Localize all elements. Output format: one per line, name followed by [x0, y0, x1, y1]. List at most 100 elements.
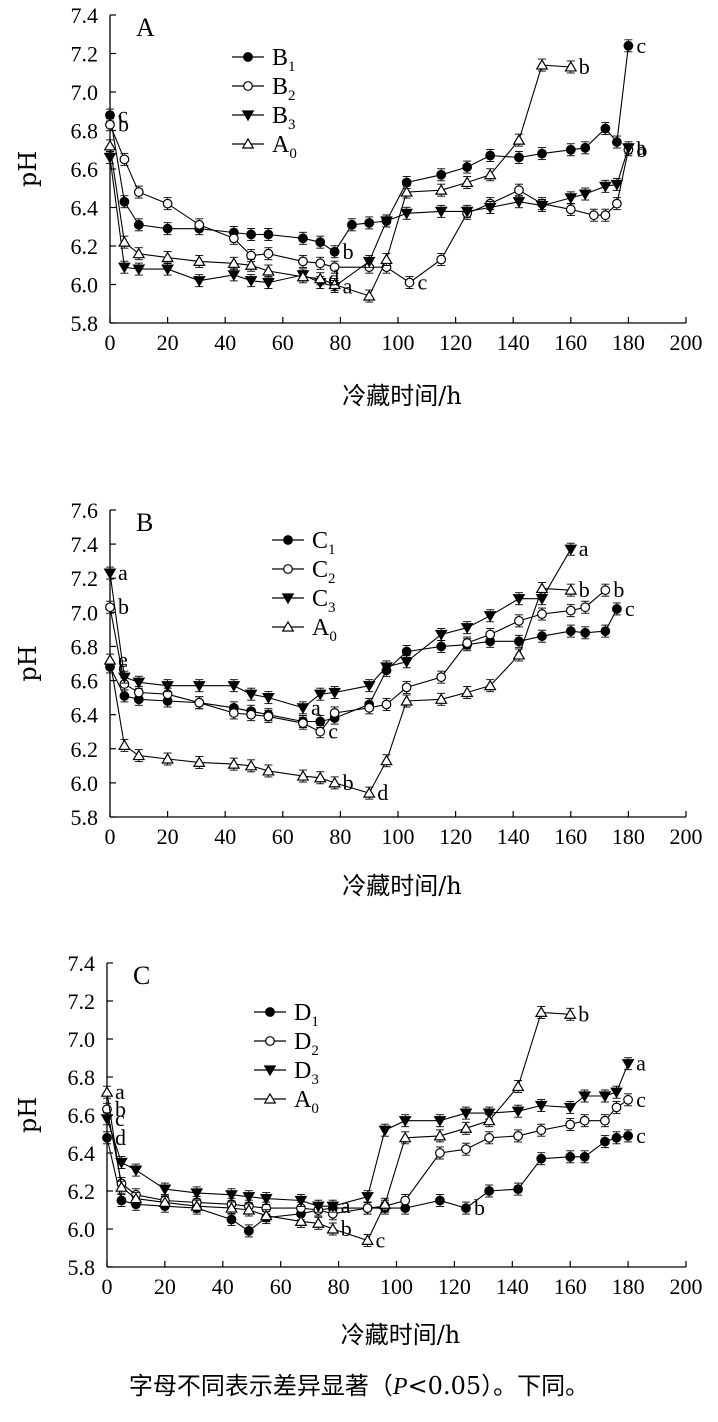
x-tick-label: 0 — [102, 1274, 113, 1299]
legend-marker — [241, 110, 255, 122]
data-point — [102, 1132, 112, 1143]
data-point — [192, 681, 206, 692]
data-point — [116, 1195, 127, 1206]
data-point — [161, 752, 174, 764]
legend-entry: B1 — [232, 45, 296, 75]
y-axis-title: pH — [14, 1097, 42, 1133]
data-point — [611, 198, 622, 209]
data-point — [564, 583, 578, 595]
data-point — [246, 250, 257, 261]
data-point — [436, 169, 447, 180]
data-point — [459, 1122, 473, 1133]
data-point — [244, 689, 258, 701]
panel-label: C — [133, 961, 150, 990]
data-point — [600, 585, 611, 596]
legend-entry: C1 — [272, 528, 336, 558]
series-c3: a a a — [103, 536, 589, 720]
data-point — [326, 1222, 340, 1234]
y-tick-label: 6.2 — [71, 737, 99, 762]
data-point — [361, 1234, 374, 1245]
data-point — [194, 219, 205, 230]
data-point — [611, 1102, 622, 1113]
y-tick-label: 6.8 — [71, 634, 99, 659]
significance-letter: a — [341, 1193, 351, 1218]
data-point — [132, 749, 146, 761]
data-point — [105, 119, 115, 130]
data-point — [105, 110, 115, 120]
series-a0: eb db — [103, 577, 590, 805]
legend-entry: B2 — [232, 74, 296, 104]
data-point — [242, 1203, 256, 1215]
significance-letter: b — [115, 1096, 126, 1121]
data-point — [227, 757, 241, 769]
significance-letter: a — [311, 695, 321, 720]
data-point — [132, 677, 146, 689]
data-point — [535, 582, 549, 594]
legend-entry: A0 — [254, 1087, 319, 1117]
significance-letter: a — [636, 1051, 646, 1076]
data-point — [400, 208, 413, 220]
data-point — [244, 259, 258, 270]
significance-letter: b — [118, 594, 129, 619]
data-point — [158, 1184, 172, 1196]
legend-label: D3 — [294, 1058, 319, 1088]
data-point — [434, 183, 448, 195]
x-tick-label: 180 — [612, 824, 645, 849]
data-point — [244, 759, 258, 771]
data-point — [511, 1106, 525, 1118]
data-point — [294, 1215, 308, 1226]
data-point — [623, 1094, 633, 1105]
data-point — [588, 210, 599, 221]
data-point — [263, 248, 274, 259]
data-point — [400, 185, 413, 197]
data-point — [435, 1195, 445, 1206]
x-tick-label: 100 — [380, 1274, 413, 1299]
data-point — [514, 615, 524, 626]
y-tick-label: 6.0 — [68, 1217, 96, 1242]
data-point — [315, 726, 326, 737]
data-point — [263, 711, 274, 722]
panel-label: A — [136, 13, 155, 42]
data-point — [565, 1151, 576, 1162]
series-a0: ab cb — [100, 1001, 589, 1252]
y-tick-label: 6.2 — [68, 1179, 96, 1204]
legend-entry: D2 — [254, 1029, 319, 1059]
data-point — [579, 1151, 590, 1162]
data-point — [436, 254, 447, 265]
data-point — [227, 681, 241, 692]
data-point — [162, 223, 173, 234]
data-point — [329, 246, 340, 257]
data-point — [133, 687, 144, 698]
data-point — [514, 185, 524, 196]
series-line — [109, 548, 572, 709]
data-point — [563, 1102, 577, 1114]
data-point — [313, 272, 327, 284]
data-point — [400, 1195, 411, 1206]
data-point — [298, 256, 308, 267]
data-point — [565, 605, 576, 616]
data-point — [103, 152, 117, 164]
series-line — [106, 1135, 629, 1232]
data-point — [328, 278, 341, 290]
legend-marker — [263, 1065, 277, 1077]
x-tick-label: 40 — [214, 824, 236, 849]
data-point — [298, 233, 308, 244]
data-point — [100, 1085, 114, 1097]
legend-entry: A0 — [232, 132, 297, 162]
data-point — [579, 1115, 590, 1126]
data-point — [262, 264, 275, 276]
data-point — [404, 277, 415, 288]
chart-panel-a: 0 20 40 60 80 100 120 140 160 180 200 5.8 6.0 6.2 6.4 6… — [14, 3, 703, 410]
data-point — [133, 187, 144, 198]
data-point — [262, 764, 275, 776]
legend-marker — [265, 1036, 275, 1046]
significance-letter: d — [328, 266, 339, 291]
data-point — [329, 708, 340, 718]
legend-entry: C3 — [272, 586, 336, 616]
data-point — [512, 133, 526, 145]
significance-letter: e — [118, 647, 128, 672]
significance-letter: b — [636, 137, 647, 162]
series-line — [109, 589, 606, 733]
significance-letter: b — [578, 1001, 589, 1026]
series-line — [109, 64, 571, 297]
